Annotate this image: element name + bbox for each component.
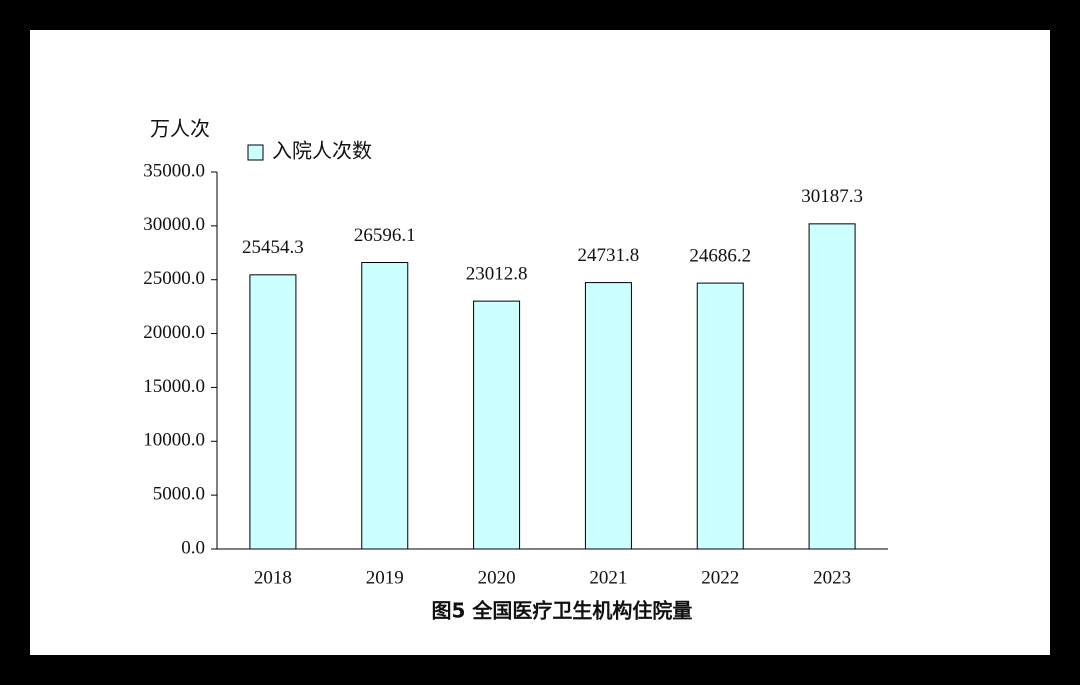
data-label: 30187.3	[801, 186, 863, 207]
data-label: 25454.3	[242, 237, 304, 258]
x-tick-label: 2021	[589, 567, 627, 588]
x-tick-label: 2023	[813, 567, 851, 588]
bar	[361, 262, 409, 550]
bar	[249, 274, 297, 550]
data-label: 23012.8	[466, 263, 528, 284]
bar	[584, 282, 632, 550]
y-tick-label: 15000.0	[143, 376, 205, 397]
bar	[473, 300, 521, 550]
data-label: 26596.1	[354, 225, 416, 246]
x-tick-label: 2019	[366, 567, 404, 588]
x-tick-label: 2020	[478, 567, 516, 588]
legend-swatch	[247, 144, 264, 161]
y-tick-label: 35000.0	[143, 160, 205, 181]
y-tick-label: 0.0	[181, 537, 205, 558]
x-tick-label: 2018	[254, 567, 292, 588]
y-axis-label: 万人次	[150, 117, 210, 141]
x-tick-label: 2022	[701, 567, 739, 588]
y-tick-label: 25000.0	[143, 268, 205, 289]
y-tick-label: 30000.0	[143, 214, 205, 235]
y-tick-label: 20000.0	[143, 322, 205, 343]
bar	[696, 282, 744, 550]
data-label: 24731.8	[578, 245, 640, 266]
legend-label: 入院人次数	[272, 139, 372, 163]
chart-title: 图5 全国医疗卫生机构住院量	[432, 599, 693, 623]
data-label: 24686.2	[689, 245, 751, 266]
panel	[30, 30, 1050, 655]
bar	[808, 223, 856, 550]
y-tick-label: 5000.0	[153, 484, 205, 505]
y-tick-label: 10000.0	[143, 430, 205, 451]
